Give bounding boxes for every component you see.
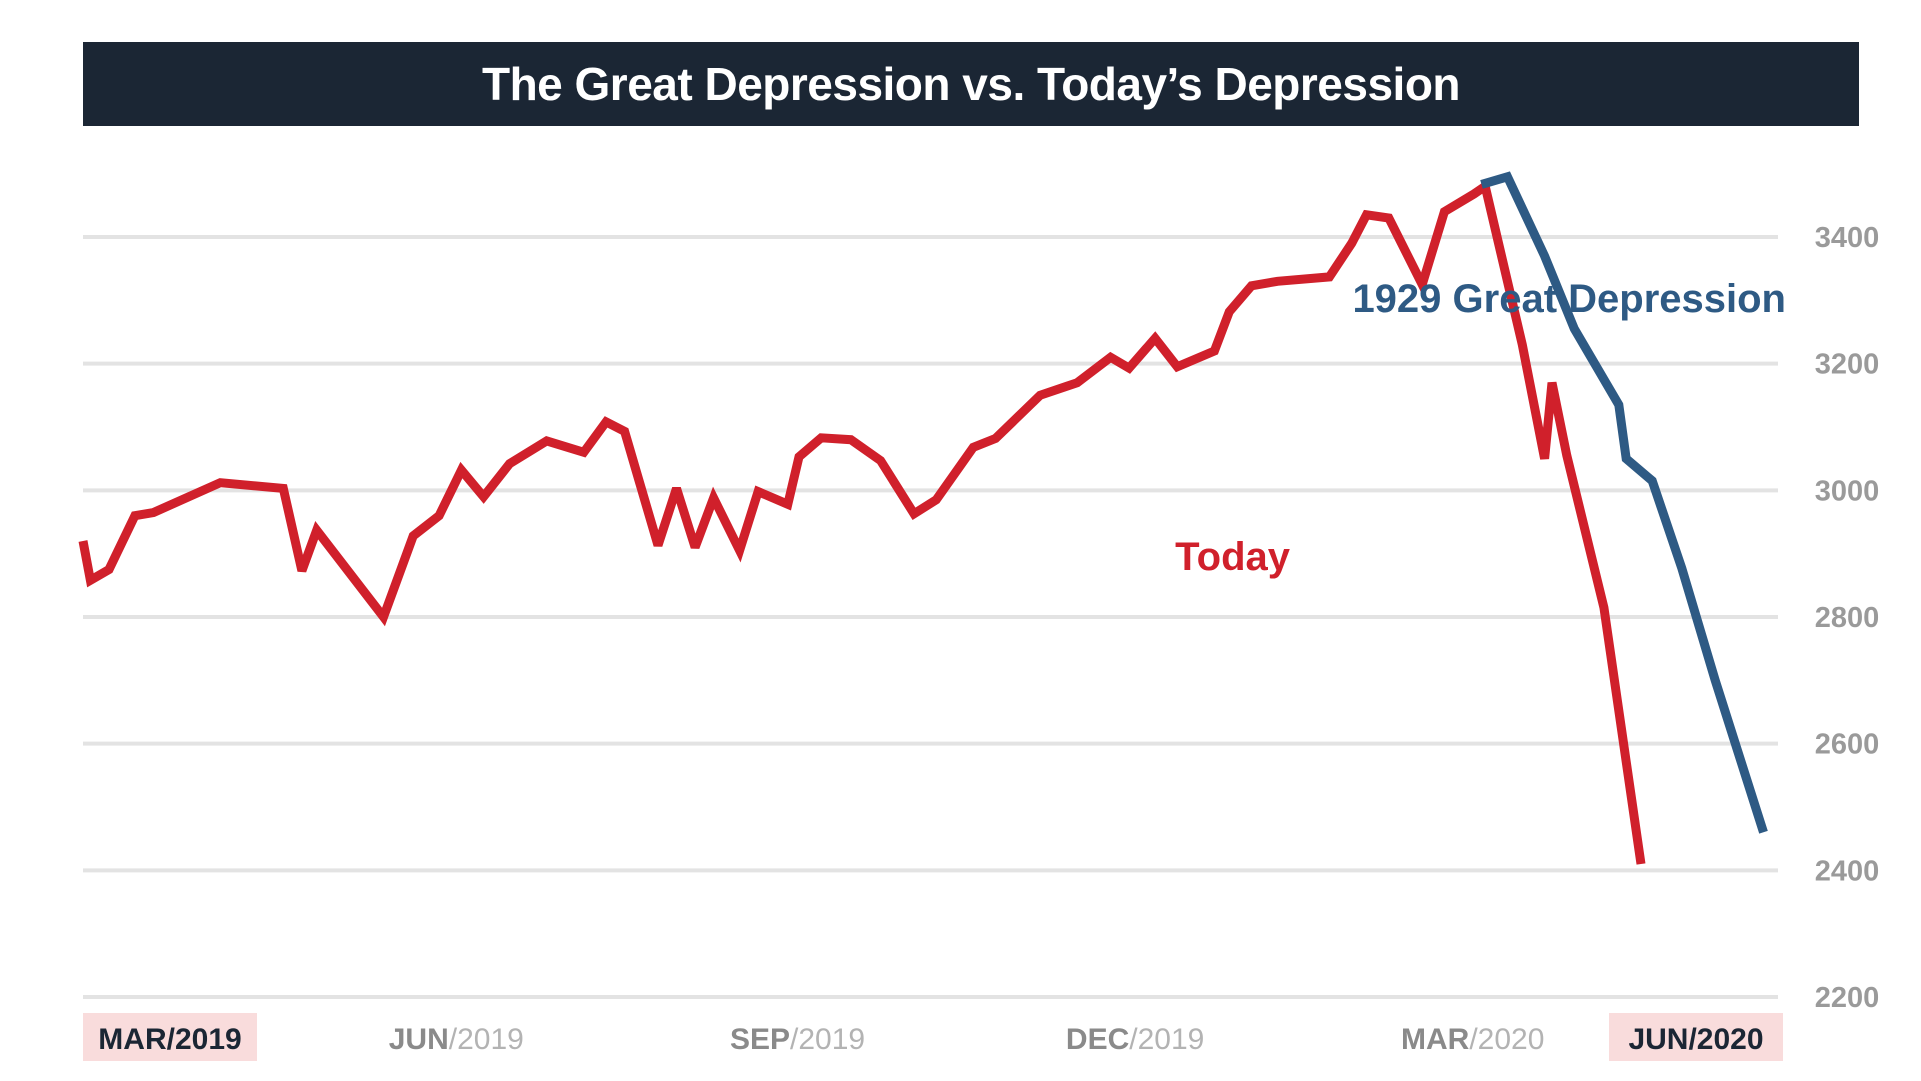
x-tick-sep-2019: SEP/2019 — [730, 1023, 865, 1056]
series-label-today: Today — [1175, 535, 1291, 579]
y-tick-label: 3000 — [1815, 475, 1880, 507]
x-tick-highlight — [1609, 1013, 1783, 1061]
x-tick-mar-2020: MAR/2020 — [1401, 1023, 1544, 1056]
y-axis-ticks: 2200 2400 2600 2800 3000 3200 3400 — [1815, 222, 1880, 1014]
x-tick-label: JUN/2019 — [389, 1023, 524, 1056]
y-tick-label: 2600 — [1815, 729, 1880, 761]
y-tick-label: 2200 — [1815, 982, 1880, 1014]
series-label-1929-great-depression: 1929 Great Depression — [1352, 277, 1786, 321]
y-tick-label: 3400 — [1815, 222, 1880, 254]
x-tick-jun-2019: JUN/2019 — [389, 1023, 524, 1056]
x-axis-ticks: MAR/2019 JUN/2019 SEP/2019 DEC/2019 MAR/2020… — [83, 1013, 1783, 1061]
x-tick-label: MAR/2019 — [98, 1023, 241, 1056]
x-tick-highlight — [83, 1013, 257, 1061]
series-lines — [78, 171, 1768, 865]
series-line-1929-great-depression — [1480, 171, 1768, 834]
x-tick-label: JUN/2020 — [1628, 1023, 1763, 1056]
series-line-today — [78, 178, 1646, 865]
x-tick-jun-2020: JUN/2020 — [1609, 1013, 1783, 1061]
x-tick-dec-2019: DEC/2019 — [1066, 1023, 1204, 1056]
chart-title: The Great Depression vs. Today’s Depress… — [481, 58, 1461, 110]
x-tick-mar-2019: MAR/2019 — [83, 1013, 257, 1061]
y-tick-label: 2800 — [1815, 602, 1880, 634]
y-tick-label: 2400 — [1815, 855, 1880, 887]
y-tick-label: 3200 — [1815, 349, 1880, 381]
x-tick-label: DEC/2019 — [1066, 1023, 1204, 1056]
chart-title-bar: The Great Depression vs. Today’s Depress… — [83, 42, 1859, 126]
x-tick-label: MAR/2020 — [1401, 1023, 1544, 1056]
x-tick-label: SEP/2019 — [730, 1023, 865, 1056]
